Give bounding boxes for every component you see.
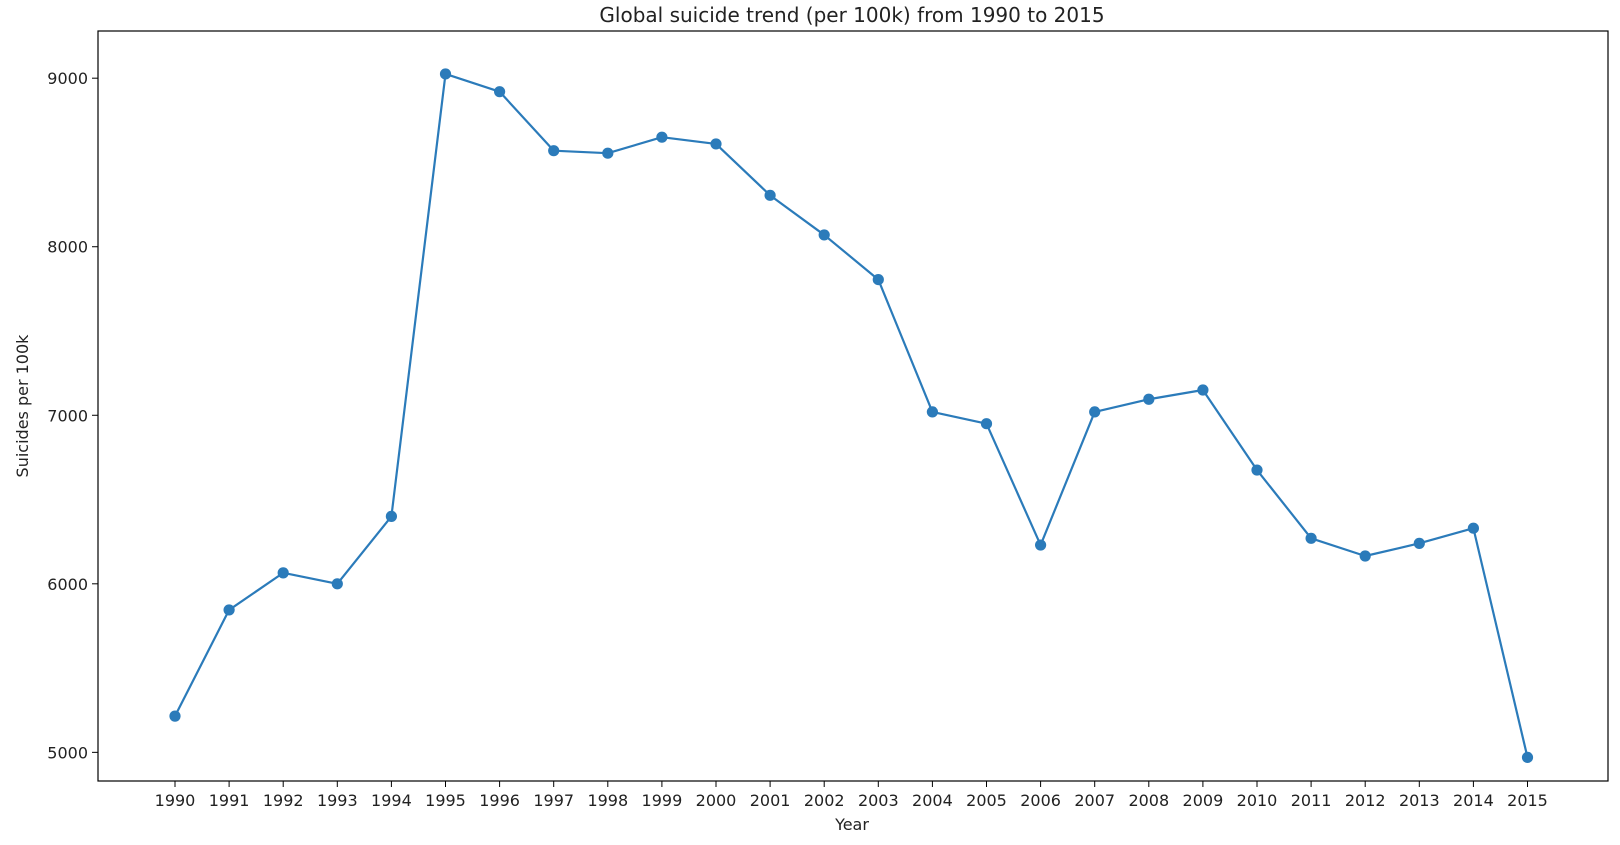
data-point [548,145,560,157]
x-axis-label: Year [834,815,869,834]
x-tick-label: 2002 [804,791,845,810]
y-tick-label: 5000 [47,743,88,762]
data-point [385,510,397,522]
x-tick-label: 2011 [1291,791,1332,810]
x-tick-label: 1991 [209,791,250,810]
x-tick-label: 2008 [1128,791,1169,810]
x-tick-label: 1993 [317,791,358,810]
data-point [764,189,776,201]
y-tick-label: 9000 [47,69,88,88]
plot-frame [97,30,1609,782]
data-point [602,147,614,159]
x-tick-label: 2007 [1074,791,1115,810]
x-tick-label: 2001 [750,791,791,810]
data-point [169,710,181,722]
data-point [1413,537,1425,549]
data-point [1143,393,1155,405]
data-point [710,138,722,150]
x-tick-label: 2005 [966,791,1007,810]
series-line [173,72,1529,759]
plot-layer [169,68,1534,764]
x-tick-label: 1997 [533,791,574,810]
data-point [656,131,668,143]
x-tick-label: 1994 [371,791,412,810]
x-tick-label: 1995 [425,791,466,810]
data-point [1305,532,1317,544]
data-point [331,578,343,590]
x-tick-label: 2012 [1345,791,1386,810]
data-point [872,273,884,286]
data-point [1359,550,1371,562]
x-tick-label: 1990 [155,791,196,810]
data-point [223,604,235,616]
ticks-layer: 5000 6000 7000 8000 9000 1990 1991 1992 1993 1994… [47,69,1548,810]
x-tick-label: 2004 [912,791,953,810]
data-point [439,68,452,80]
data-point [1467,522,1479,534]
data-point [1035,539,1047,551]
x-tick-label: 2014 [1453,791,1494,810]
data-point [494,86,506,98]
chart-title: Global suicide trend (per 100k) from 199… [599,3,1104,27]
y-tick-label: 8000 [47,238,88,257]
x-tick-label: 1996 [479,791,520,810]
x-tick-label: 2009 [1183,791,1224,810]
data-point [1251,464,1263,476]
data-point [980,418,993,430]
x-tick-label: 1992 [263,791,304,810]
data-point [818,229,830,241]
x-tick-label: 2015 [1507,791,1548,810]
data-point [1521,751,1534,764]
data-point [926,406,939,418]
x-tick-label: 1999 [642,791,683,810]
x-tick-label: 2006 [1020,791,1061,810]
data-point [1197,384,1209,396]
y-tick-label: 6000 [47,575,88,594]
x-tick-label: 2000 [696,791,737,810]
x-tick-label: 2013 [1399,791,1440,810]
y-tick-label: 7000 [47,406,88,425]
x-tick-label: 2003 [858,791,899,810]
data-point [1089,406,1101,418]
x-tick-label: 1998 [587,791,628,810]
data-point [277,567,289,579]
y-axis-label: Suicides per 100k [13,334,32,478]
x-tick-label: 2010 [1237,791,1278,810]
